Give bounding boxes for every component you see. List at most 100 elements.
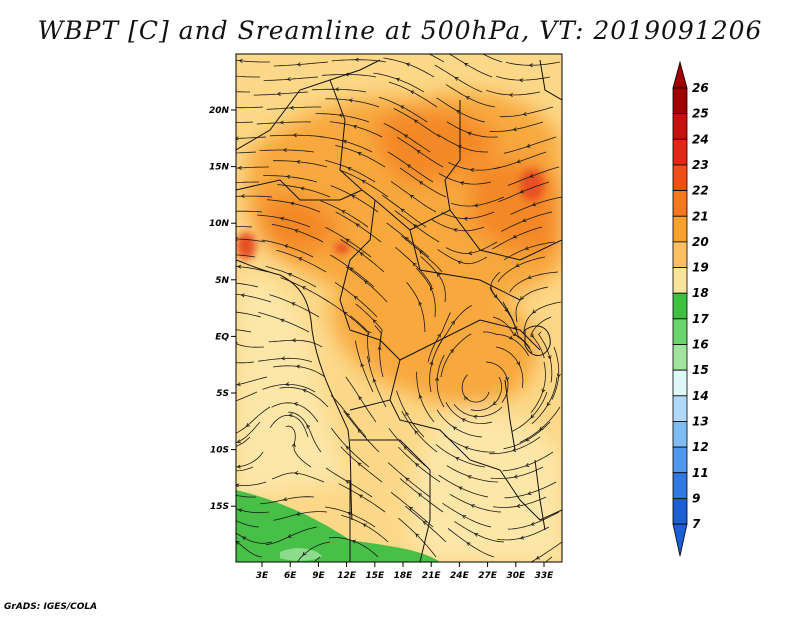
streamline-arrowhead <box>357 462 362 467</box>
streamline <box>236 210 263 213</box>
colorbar-segment <box>672 267 688 294</box>
streamline <box>444 435 496 453</box>
streamline <box>325 160 376 183</box>
streamline <box>279 387 329 408</box>
streamline <box>236 195 273 198</box>
colorbar-segment <box>672 215 688 243</box>
colorbar-segment <box>672 113 688 140</box>
streamline-arrowhead <box>456 110 461 114</box>
streamline <box>265 526 318 546</box>
streamline <box>395 246 433 288</box>
streamline <box>338 483 386 513</box>
streamline-arrowhead <box>546 402 551 407</box>
streamline-arrowhead <box>417 493 423 497</box>
streamline-arrowhead <box>522 111 527 116</box>
streamline <box>315 113 370 123</box>
streamline-arrowhead <box>413 224 418 229</box>
streamline-arrowhead <box>221 327 224 330</box>
lon-tick-label: 33E <box>535 571 555 581</box>
streamline <box>506 61 561 66</box>
streamline-arrowhead <box>334 87 339 92</box>
streamline <box>495 346 524 389</box>
streamline-arrowhead <box>417 48 420 51</box>
streamline-arrowhead <box>291 338 296 343</box>
colorbar-label: 14 <box>692 389 709 403</box>
streamline <box>441 211 495 219</box>
colorbar-top-arrow <box>672 60 688 89</box>
streamline <box>236 181 259 184</box>
streamline-arrowhead <box>226 492 229 495</box>
streamline-arrowhead <box>473 414 478 419</box>
streamline <box>551 346 560 400</box>
streamline-arrowhead <box>449 348 454 353</box>
streamline <box>448 161 502 171</box>
streamline <box>496 76 551 81</box>
streamline <box>401 235 443 273</box>
streamline-arrowhead <box>236 439 241 444</box>
streamline <box>236 391 258 402</box>
streamline <box>236 265 269 273</box>
streamline-arrowhead <box>301 286 306 291</box>
streamline-arrowhead <box>286 77 291 82</box>
streamline-arrowhead <box>291 302 296 307</box>
streamline-arrowhead <box>403 134 409 139</box>
streamline-arrowhead <box>412 262 417 267</box>
streamline-arrowhead <box>409 506 414 511</box>
streamline <box>445 84 496 108</box>
streamline-arrowhead <box>232 106 235 109</box>
streamline-arrowhead <box>282 497 288 502</box>
streamline-arrowhead <box>276 91 281 96</box>
streamline <box>493 496 547 508</box>
streamline-arrowhead <box>241 536 247 541</box>
border-line-1 <box>236 59 381 151</box>
streamline <box>374 325 384 378</box>
streamline <box>236 494 257 498</box>
streamline <box>432 219 485 232</box>
hot-spot-central <box>334 242 350 254</box>
streamline <box>515 286 549 323</box>
streamline <box>401 410 438 453</box>
streamline-arrowhead <box>512 234 517 239</box>
streamline <box>504 136 557 154</box>
lat-tick-label: 20N <box>209 106 230 116</box>
streamline-arrowhead <box>467 251 473 256</box>
streamline <box>273 61 329 67</box>
streamline-arrowhead <box>357 428 362 433</box>
streamline <box>437 249 488 265</box>
streamline <box>502 451 554 472</box>
streamline <box>482 54 503 63</box>
streamline <box>367 356 387 408</box>
streamline <box>267 199 321 213</box>
streamline-arrowhead <box>466 542 471 546</box>
streamline-arrowhead <box>415 462 420 467</box>
streamline-arrowhead <box>529 173 534 178</box>
colorbar-label: 18 <box>692 286 709 300</box>
border-line-14 <box>539 59 562 101</box>
streamline-arrowhead <box>463 216 468 221</box>
streamline <box>530 361 546 414</box>
streamline-arrowhead <box>358 494 364 499</box>
streamline-arrowhead <box>418 394 423 399</box>
streamline <box>236 121 254 123</box>
streamline <box>271 472 325 483</box>
streamline <box>397 137 444 168</box>
streamline-arrowhead <box>358 395 363 401</box>
streamline <box>266 106 321 110</box>
green-region-south <box>236 490 440 562</box>
colorbar-label: 20 <box>692 235 709 249</box>
streamline-arrowhead <box>535 555 540 560</box>
streamline <box>497 256 546 282</box>
streamline-arrowhead <box>519 189 524 194</box>
streamline <box>503 421 551 450</box>
streamline <box>428 54 445 63</box>
colorbar-label: 13 <box>692 414 709 428</box>
streamline <box>320 200 369 228</box>
streamline <box>269 294 320 318</box>
streamline <box>331 59 387 63</box>
streamline <box>416 371 435 423</box>
streamline <box>343 410 380 453</box>
streamline-arrowhead <box>513 474 518 479</box>
colorbar-label: 22 <box>692 184 709 198</box>
colorbar-segment <box>672 344 688 371</box>
